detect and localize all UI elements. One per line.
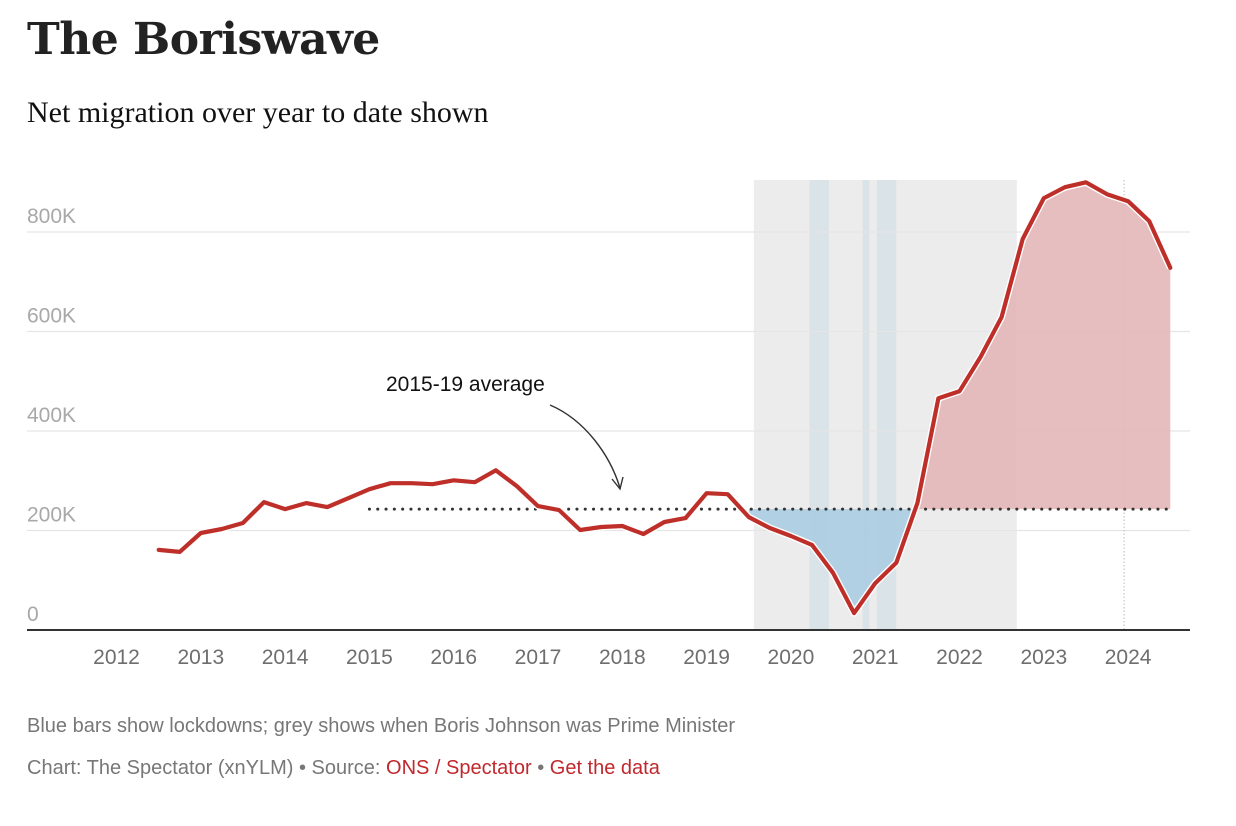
y-tick-label: 800K [27,205,76,228]
lockdown-band [862,180,870,630]
annotation-arrowhead [611,476,624,491]
x-axis-labels: 2012 2013 2014 2015 2016 2017 2018 2019 2020 2021… [93,646,1152,669]
chart-subtitle: Net migration over year to date shown [27,96,489,129]
chart-credit: Chart: The Spectator (xnYLM) • Source: O… [27,757,660,780]
series-line-group [156,178,1174,617]
x-tick-label: 2015 [346,646,393,669]
x-tick-label: 2012 [93,646,140,669]
annotation: 2015-19 average [386,373,624,491]
annotation-arrow [549,404,621,489]
above-average-fill [915,182,1171,510]
x-tick-label: 2016 [430,646,477,669]
x-tick-label: 2018 [599,646,646,669]
credit-text: Chart: The Spectator (xnYLM) • Source: [27,757,387,779]
x-tick-label: 2017 [515,646,562,669]
x-tick-label: 2023 [1020,646,1067,669]
chart-title: The Boriswave [27,14,380,65]
y-tick-label: 0 [27,603,39,626]
get-data-link[interactable]: Get the data [549,757,660,779]
x-tick-label: 2021 [852,646,899,669]
y-tick-label: 400K [27,404,76,427]
x-tick-label: 2019 [683,646,730,669]
y-tick-label: 600K [27,305,76,328]
x-tick-label: 2020 [768,646,815,669]
x-tick-label: 2022 [936,646,983,669]
chart-note: Blue bars show lockdowns; grey shows whe… [27,715,736,737]
x-tick-label: 2014 [262,646,309,669]
x-tick-label: 2013 [177,646,224,669]
y-axis-labels: 0 200K 400K 600K 800K [27,205,76,626]
credit-separator: • [531,757,550,779]
series-line [156,180,1173,616]
x-tick-label: 2024 [1105,646,1152,669]
annotation-label: 2015-19 average [386,373,545,396]
y-tick-label: 200K [27,504,76,527]
source-link[interactable]: ONS / Spectator [386,757,532,779]
